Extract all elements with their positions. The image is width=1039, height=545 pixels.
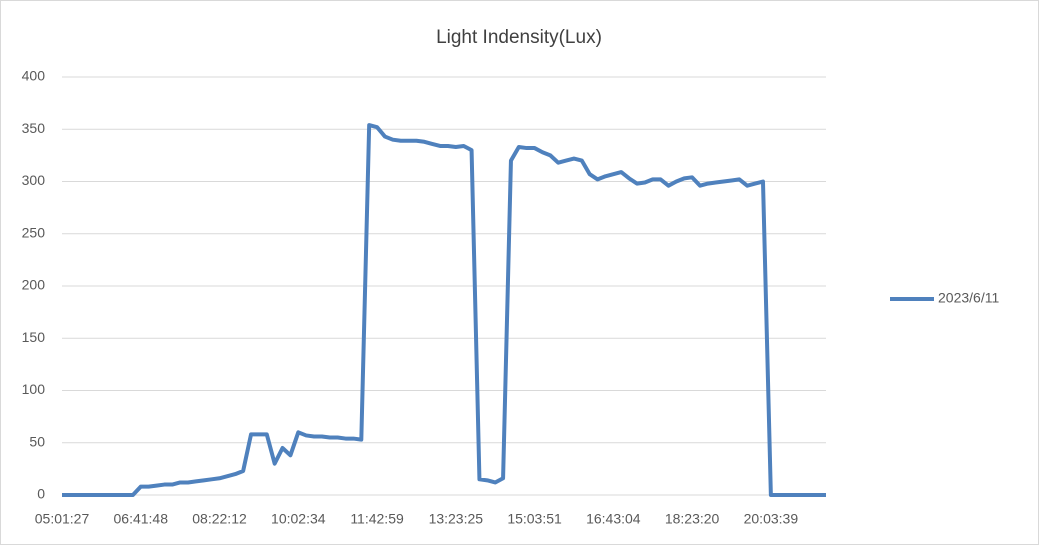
y-tick-label: 200 xyxy=(22,277,46,293)
x-tick-label: 05:01:27 xyxy=(35,511,90,527)
y-tick-label: 100 xyxy=(22,381,46,397)
x-tick-label: 20:03:39 xyxy=(744,511,799,527)
y-tick-label: 300 xyxy=(22,172,46,188)
y-tick-label: 50 xyxy=(29,433,45,449)
legend-label: 2023/6/11 xyxy=(938,290,999,306)
y-tick-label: 350 xyxy=(22,120,46,136)
chart-title: Light Indensity(Lux) xyxy=(436,27,602,48)
x-tick-label: 15:03:51 xyxy=(507,511,562,527)
y-tick-label: 400 xyxy=(22,68,46,84)
x-tick-label: 08:22:12 xyxy=(192,511,247,527)
x-tick-label: 10:02:34 xyxy=(271,511,326,527)
x-tick-label: 13:23:25 xyxy=(429,511,484,527)
x-tick-label: 18:23:20 xyxy=(665,511,720,527)
x-tick-label: 16:43:04 xyxy=(586,511,641,527)
data-line xyxy=(62,123,826,497)
x-tick-label: 11:42:59 xyxy=(350,511,404,527)
y-tick-label: 250 xyxy=(22,224,46,240)
y-tick-label: 150 xyxy=(22,329,46,345)
x-tick-label: 06:41:48 xyxy=(114,511,169,527)
y-tick-label: 0 xyxy=(37,486,45,502)
